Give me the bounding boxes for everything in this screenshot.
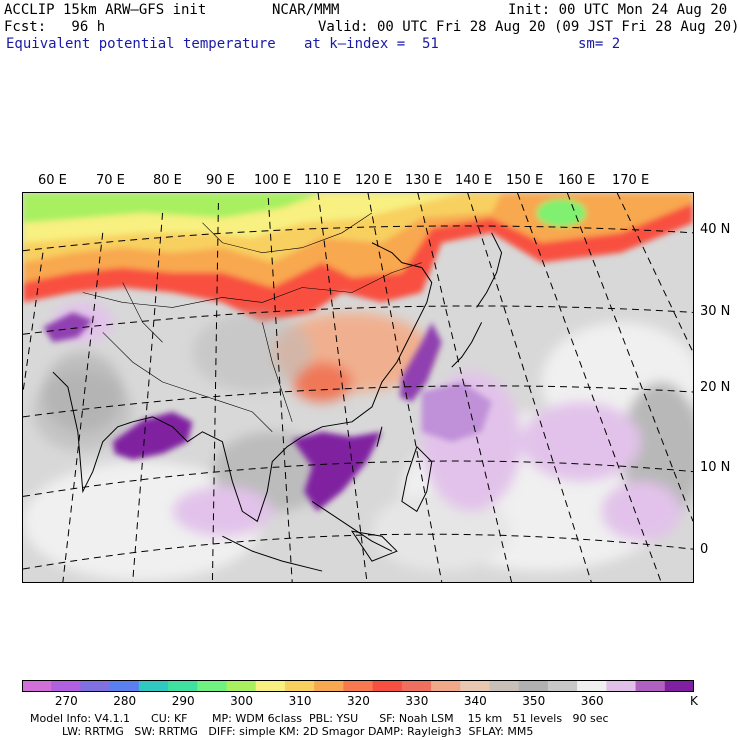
warm-band	[23, 193, 693, 323]
lon-label: 120 E	[355, 173, 393, 188]
lat-label: 0	[700, 542, 709, 557]
init-time: Init: 00 UTC Mon 24 Aug 20	[508, 2, 728, 18]
colorbar-swatch	[401, 680, 432, 692]
lon-label: 80 E	[153, 173, 182, 188]
theta-e-map	[22, 192, 694, 583]
colorbar-tick-label: 350	[522, 694, 546, 708]
colorbar-swatch	[109, 680, 140, 692]
colorbar-tick-label: 300	[230, 694, 254, 708]
lon-label: 70 E	[96, 173, 125, 188]
valid-time: Valid: 00 UTC Fri 28 Aug 20 (09 JST Fri …	[318, 19, 740, 35]
colorbar-outline	[22, 680, 694, 692]
lon-label: 90 E	[206, 173, 235, 188]
colorbar-swatch	[664, 680, 694, 692]
colorbar-tick-label: 360	[580, 694, 604, 708]
lat-label: 20 N	[700, 380, 731, 395]
colorbar-swatch	[197, 680, 228, 692]
purple-regions	[42, 312, 492, 512]
colorbar-swatch	[284, 680, 315, 692]
lon-label: 60 E	[38, 173, 67, 188]
lon-label: 160 E	[558, 173, 596, 188]
colorbar-swatch	[255, 680, 286, 692]
forecast-hour: Fcst: 96 h	[4, 19, 106, 35]
colorbar-tick-label: 320	[347, 694, 370, 708]
lon-label: 140 E	[455, 173, 493, 188]
lat-label: 10 N	[700, 460, 731, 475]
colorbar-swatch	[80, 680, 111, 692]
lon-label: 100 E	[254, 173, 292, 188]
lon-label: 150 E	[506, 173, 544, 188]
colorbar-swatch	[372, 680, 403, 692]
level-index: at k—index = 51	[304, 36, 439, 52]
colorbar-swatch	[518, 680, 549, 692]
colorbar-swatch	[314, 680, 344, 692]
colorbar-unit: K	[690, 694, 698, 708]
graticule	[23, 193, 693, 582]
colorbar	[22, 680, 694, 692]
colorbar-swatch	[577, 680, 607, 692]
colorbar-tick-label: 290	[171, 694, 195, 708]
colorbar-swatch	[431, 680, 461, 692]
colorbar-swatch	[460, 680, 490, 692]
colorbar-swatch	[168, 680, 198, 692]
colorbar-swatch	[489, 680, 520, 692]
model-info-line1: Model Info: V4.1.1 CU: KF MP: WDM 6class…	[30, 712, 609, 725]
colorbar-tick-label: 330	[405, 694, 429, 708]
colorbar-tick-label: 310	[288, 694, 312, 708]
lon-label: 170 E	[612, 173, 650, 188]
model-info-line2: LW: RRTMG SW: RRTMG DIFF: simple KM: 2D …	[62, 725, 534, 738]
field-name: Equivalent potential temperature	[6, 36, 276, 52]
colorbar-swatch	[138, 680, 169, 692]
coastlines	[52, 232, 503, 572]
model-title: ACCLIP 15km ARW—GFS init	[4, 2, 207, 18]
lon-label: 110 E	[304, 173, 342, 188]
country-borders	[82, 212, 422, 432]
institution-label: NCAR/MMM	[272, 2, 340, 18]
colorbar-swatch	[547, 680, 578, 692]
colorbar-tick-label: 270	[54, 694, 78, 708]
colorbar-tick-label: 280	[113, 694, 137, 708]
smoothing: sm= 2	[578, 36, 621, 52]
colorbar-swatch	[22, 680, 52, 692]
colorbar-tick-label: 340	[463, 694, 487, 708]
colorbar-swatch	[606, 680, 637, 692]
lat-label: 40 N	[700, 222, 731, 237]
lon-label: 130 E	[405, 173, 443, 188]
colorbar-swatch	[635, 680, 666, 692]
colorbar-swatch	[226, 680, 257, 692]
lat-label: 30 N	[700, 304, 731, 319]
colorbar-swatch	[51, 680, 81, 692]
colorbar-swatch	[343, 680, 374, 692]
